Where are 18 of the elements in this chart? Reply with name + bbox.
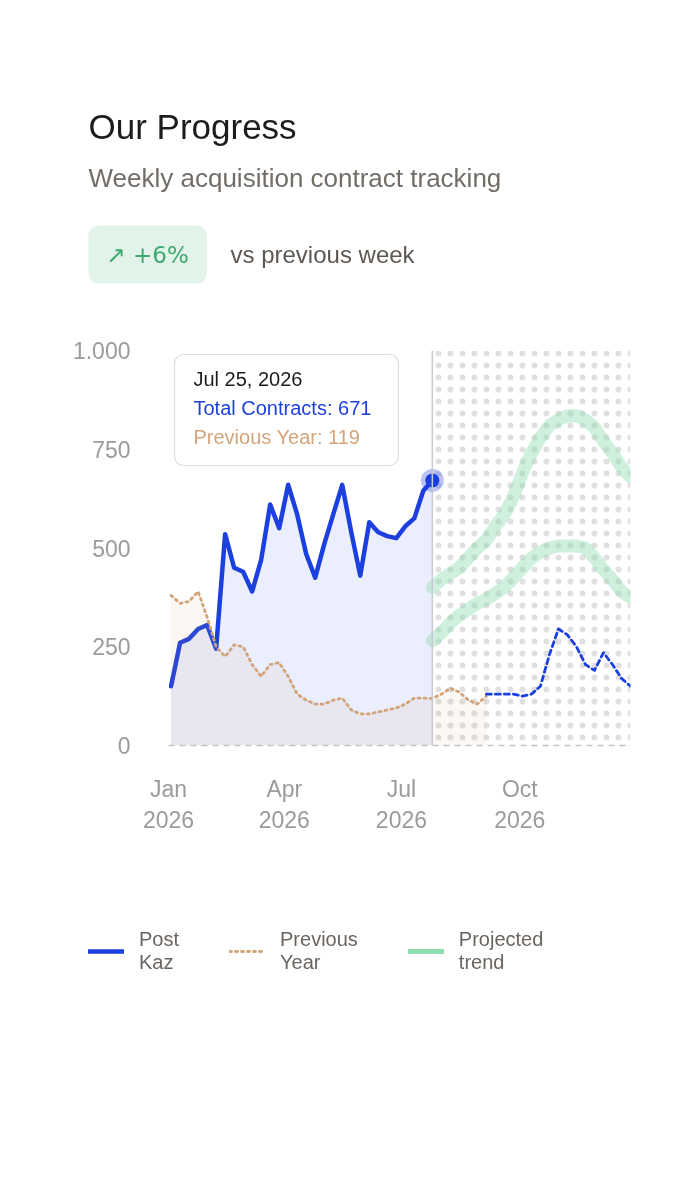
- line-series: [484, 627, 631, 698]
- y-tick-label: 1.000: [72, 338, 131, 364]
- legend-label: Previous Year: [280, 928, 358, 974]
- y-tick-label: 250: [92, 634, 131, 661]
- x-tick-label: Jul 2026: [375, 775, 428, 833]
- legend-label: Post Kaz: [139, 928, 180, 974]
- y-tick-label: 500: [92, 535, 131, 562]
- text: ↗ +6%: [106, 241, 189, 268]
- annotation: Jul 25, 2026 Total Contracts: 671 Previous Year: 119: [193, 367, 372, 448]
- y-tick-label: 750: [92, 436, 131, 463]
- x-tick-label: Jan 2026: [142, 775, 195, 833]
- x-tick-label: Oct 2026: [494, 775, 546, 833]
- chart-subtitle: Weekly acquisition contract tracking: [88, 162, 502, 193]
- x-tick-label: Apr 2026: [258, 775, 310, 833]
- legend-label: Projected trend: [458, 928, 544, 974]
- y-tick-label: 0: [117, 733, 131, 759]
- text: vs previous week: [230, 241, 416, 268]
- chart-title: Our Progress: [88, 106, 297, 146]
